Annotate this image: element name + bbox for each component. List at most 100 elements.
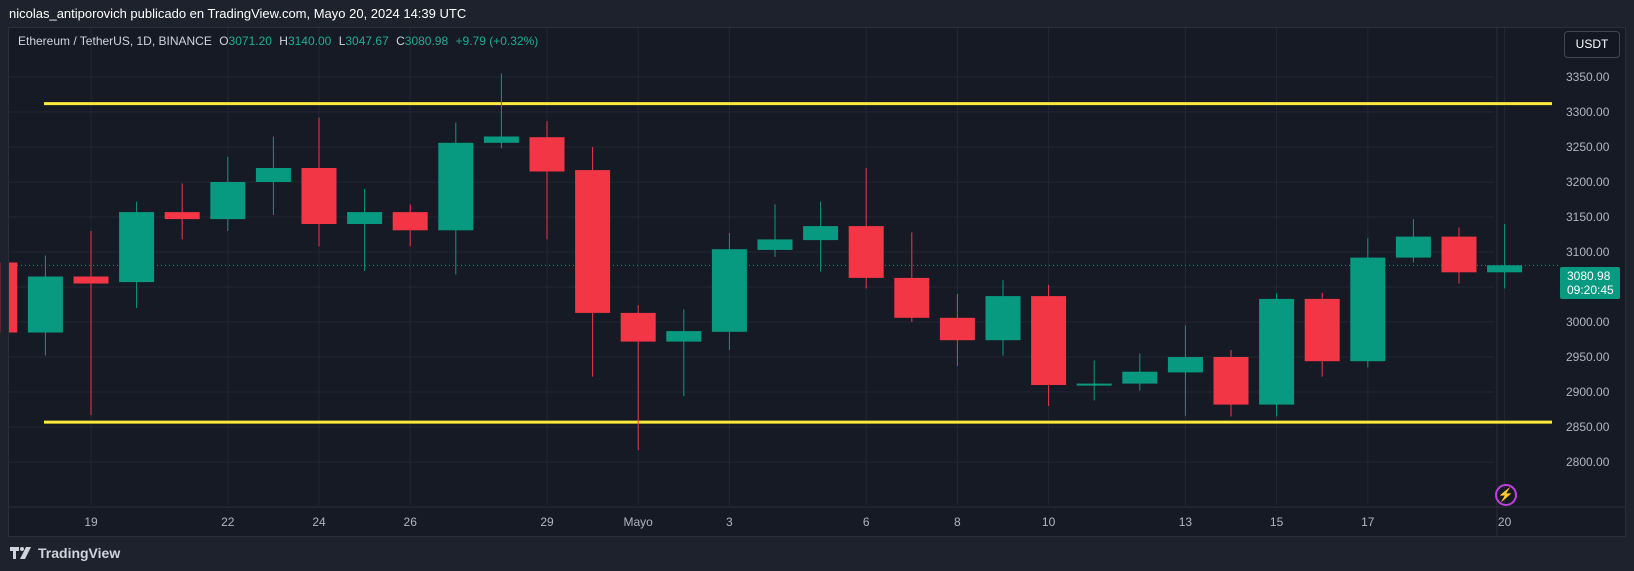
x-tick-label: 10 [1042,515,1056,529]
candle [803,201,839,272]
candle [620,305,656,451]
x-tick-label: 3 [726,515,733,529]
candle-body [666,331,702,342]
candles [0,73,1523,451]
y-tick-label: 3300.00 [1566,105,1610,119]
high-label: H [279,34,288,48]
open-label: O [219,34,229,48]
candle [1441,227,1477,284]
candle-body [301,168,337,224]
candle [1304,292,1340,377]
candle-body [1350,257,1386,362]
candle-body [164,212,200,220]
candle [73,231,109,416]
candle-body [1076,383,1112,386]
candle [27,255,63,356]
change-value: +9.79 (+0.32%) [455,34,539,48]
y-tick-label: 3250.00 [1566,140,1610,154]
candle [347,189,383,271]
candle-body [483,136,519,143]
candle-body [939,317,975,341]
x-tick-label: 22 [221,515,235,529]
candle-body [1167,357,1203,373]
candle [711,233,747,350]
candle-body [711,249,747,332]
candle [1487,224,1523,289]
candle [1350,238,1386,368]
candle-body [1487,265,1523,273]
candle [392,204,428,247]
candle [985,280,1021,356]
x-tick-label: 29 [540,515,554,529]
x-tick-label: 26 [404,515,418,529]
candle-body [1441,236,1477,273]
x-tick-label: Mayo [624,515,654,529]
symbol-name: Ethereum / TetherUS, 1D, BINANCE [18,34,212,48]
price-axis: 2800.002850.002900.002950.003000.003050.… [1566,70,1610,469]
candle-body [1395,236,1431,258]
candle-body [73,276,109,284]
candle-body [1122,371,1158,384]
candle-body [894,277,930,318]
candle-body [757,239,793,250]
x-tick-label: 15 [1270,515,1284,529]
y-tick-label: 3100.00 [1566,245,1610,259]
candle-body [529,137,565,172]
candle [301,117,337,247]
bar-countdown: 09:20:45 [1567,283,1614,297]
candle-body [1213,357,1249,405]
last-price-tag: 3080.98 09:20:45 [1560,267,1620,299]
y-tick-label: 2900.00 [1566,385,1610,399]
tradingview-icon [10,547,31,559]
candle [666,309,702,397]
y-tick-label: 2800.00 [1566,455,1610,469]
candle-body [119,212,155,283]
x-tick-label: 17 [1361,515,1375,529]
candle-body [1259,298,1295,405]
candle-body [210,182,246,220]
candle-body [803,226,839,241]
candle [1395,219,1431,263]
candle-body [438,142,474,231]
candle [119,201,155,308]
high-value: 3140.00 [287,34,332,48]
candle [1122,353,1158,391]
y-tick-label: 3200.00 [1566,175,1610,189]
x-tick-label: 6 [863,515,870,529]
candle [939,294,975,367]
candle [575,147,611,377]
candle-body [620,312,656,342]
last-price: 3080.98 [1567,269,1611,283]
y-tick-label: 2950.00 [1566,350,1610,364]
x-tick-label: 8 [954,515,961,529]
support-resistance-lines [9,102,1560,424]
footer: TradingView [0,537,1634,571]
y-tick-label: 2850.00 [1566,420,1610,434]
candle [483,73,519,149]
low-label: L [338,34,346,48]
candle [1213,350,1249,417]
candle-body [27,276,63,333]
candle [1031,284,1067,406]
candle-body [1304,298,1340,362]
time-axis: 19 22 24 26 29 Mayo 3 6 8 10 13 15 17 20 [84,515,1511,529]
x-tick-label: 19 [84,515,98,529]
currency-button[interactable]: USDT [1564,31,1620,58]
candle-body [9,262,18,333]
candle [1167,325,1203,416]
x-tick-label: 24 [312,515,326,529]
x-tick-label: 20 [1498,515,1512,529]
y-tick-label: 3150.00 [1566,210,1610,224]
candle [894,232,930,322]
brand-name: TradingView [38,545,121,561]
candle [164,183,200,240]
y-tick-label: 3350.00 [1566,70,1610,84]
candle-body [392,212,428,231]
candle [1259,293,1295,417]
candle-body [255,168,291,182]
candle [529,121,565,240]
tradingview-logo[interactable]: TradingView [10,545,120,561]
lightning-icon[interactable]: ⚡ [1495,484,1517,506]
publication-header: nicolas_antiporovich publicado en Tradin… [9,6,467,21]
